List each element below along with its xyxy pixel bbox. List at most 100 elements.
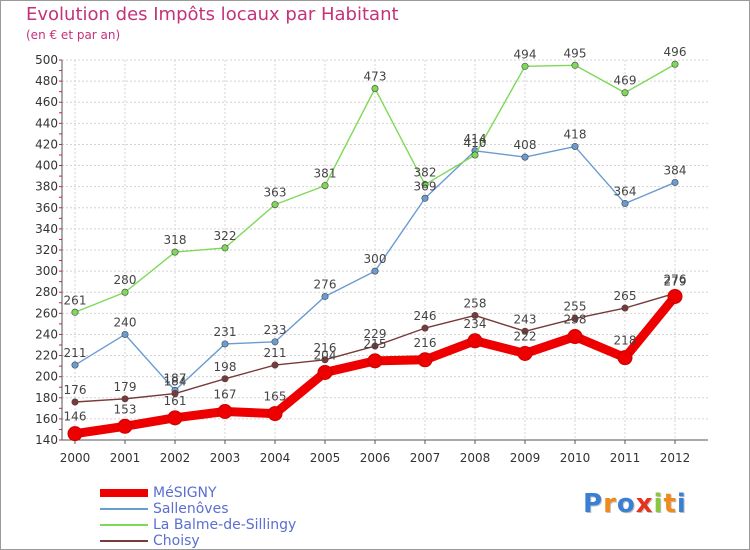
legend-swatch — [100, 524, 148, 526]
series-1-data-label: 473 — [364, 70, 387, 84]
y-tick-label: 200 — [35, 370, 58, 384]
series-3-point — [217, 404, 233, 419]
y-tick-label: 420 — [35, 137, 58, 151]
series-2-data-label: 258 — [464, 296, 487, 310]
series-3-data-label: 167 — [214, 388, 237, 402]
x-tick-label: 2011 — [610, 451, 641, 465]
series-1-data-label: 381 — [314, 167, 337, 181]
series-3-data-label: 234 — [464, 317, 487, 331]
series-0-point — [421, 194, 429, 202]
series-1-point — [671, 60, 679, 68]
series-3-point — [117, 418, 133, 434]
legend-swatch — [100, 489, 148, 497]
series-2-point — [121, 395, 129, 403]
series-3-data-label: 222 — [514, 329, 537, 343]
series-1-point — [271, 201, 279, 209]
series-0-data-label: 414 — [464, 132, 487, 146]
y-tick-label: 340 — [35, 222, 58, 236]
series-0-point — [621, 200, 629, 208]
x-tick-label: 2006 — [360, 451, 391, 465]
series-0-point — [221, 340, 229, 348]
series-1-data-label: 261 — [64, 293, 87, 307]
series-0-data-label: 300 — [364, 252, 387, 266]
series-3-data-label: 153 — [114, 402, 137, 416]
series-3-point — [417, 352, 433, 368]
y-tick-label: 460 — [35, 95, 58, 109]
series-2-point — [171, 390, 179, 398]
y-tick-label: 220 — [35, 349, 58, 363]
series-0-point — [671, 178, 679, 186]
series-1-data-label: 469 — [614, 74, 637, 88]
series-1-point — [621, 89, 629, 97]
series-1-point — [171, 248, 179, 256]
series-2-data-label: 179 — [114, 380, 137, 394]
series-2-data-label: 184 — [164, 375, 187, 389]
series-1-data-label: 322 — [214, 229, 237, 243]
series-3-point — [667, 288, 683, 304]
series-1-data-label: 318 — [164, 233, 187, 247]
series-0-data-label: 211 — [64, 346, 87, 360]
series-2-data-label: 279 — [664, 274, 687, 288]
series-1-point — [321, 182, 329, 190]
series-0-point — [371, 267, 379, 275]
series-3-point — [617, 350, 633, 366]
series-3-point — [517, 345, 533, 361]
series-2-point — [621, 304, 629, 312]
series-1-data-label: 363 — [264, 186, 287, 200]
series-1-data-label: 410 — [464, 136, 487, 150]
series-1-point — [471, 151, 479, 159]
y-tick-label: 280 — [35, 285, 58, 299]
series-1-point — [71, 308, 79, 316]
series-2-data-label: 265 — [614, 289, 637, 303]
series-3-point — [67, 426, 83, 442]
series-0-data-label: 187 — [164, 371, 187, 385]
series-0-data-label: 418 — [564, 128, 587, 142]
plot-area — [62, 60, 708, 440]
y-tick-label: 300 — [35, 264, 58, 278]
logo-letter: x — [635, 489, 654, 519]
series-0-data-label: 231 — [214, 325, 237, 339]
series-2-point — [321, 356, 329, 364]
logo-letter: i — [676, 489, 687, 519]
x-tick-label: 2010 — [560, 451, 591, 465]
series-0-data-label: 240 — [114, 315, 137, 329]
grid — [62, 59, 708, 441]
series-3-point — [317, 364, 333, 380]
series-2-data-label: 243 — [514, 312, 537, 326]
legend-swatch — [100, 540, 148, 542]
series-2-point — [271, 361, 279, 369]
chart-subtitle: (en € et par an) — [26, 28, 121, 42]
y-tick-label: 500 — [35, 53, 58, 67]
series-3-data-label: 204 — [314, 348, 337, 362]
y-tick-label: 240 — [35, 327, 58, 341]
series-3-data-label: 165 — [264, 390, 287, 404]
series-2-data-label: 216 — [314, 341, 337, 355]
x-tick-label: 2012 — [660, 451, 691, 465]
series-1-point — [121, 288, 129, 296]
series-2-point — [421, 324, 429, 332]
logo-letter: r — [603, 489, 617, 519]
series-0-point — [321, 292, 329, 300]
series-0-data-label: 384 — [664, 163, 687, 177]
series-1-point — [371, 85, 379, 93]
series-1-point — [221, 244, 229, 252]
x-tick-label: 2005 — [310, 451, 341, 465]
series-2-point — [521, 327, 529, 335]
proxiti-logo: Proxiti — [583, 489, 687, 519]
y-tick-label: 360 — [35, 201, 58, 215]
series-0-data-label: 276 — [314, 277, 337, 291]
series-2-point — [571, 315, 579, 323]
series-3-data-label: 218 — [614, 334, 637, 348]
y-tick-label: 260 — [35, 306, 58, 320]
legend-label: La Balme-de-Sillingy — [153, 517, 297, 533]
series-2-point — [371, 342, 379, 350]
series-1-point — [421, 181, 429, 189]
series-1-data-label: 280 — [114, 273, 137, 287]
series-0-point — [271, 338, 279, 346]
series-3-point — [567, 329, 583, 345]
series-2-data-label: 255 — [564, 300, 587, 314]
series-1-data-label: 382 — [414, 166, 437, 180]
logo-letter: i — [653, 489, 664, 519]
series-2-data-label: 176 — [64, 383, 87, 397]
series-0-data-label: 408 — [514, 138, 537, 152]
